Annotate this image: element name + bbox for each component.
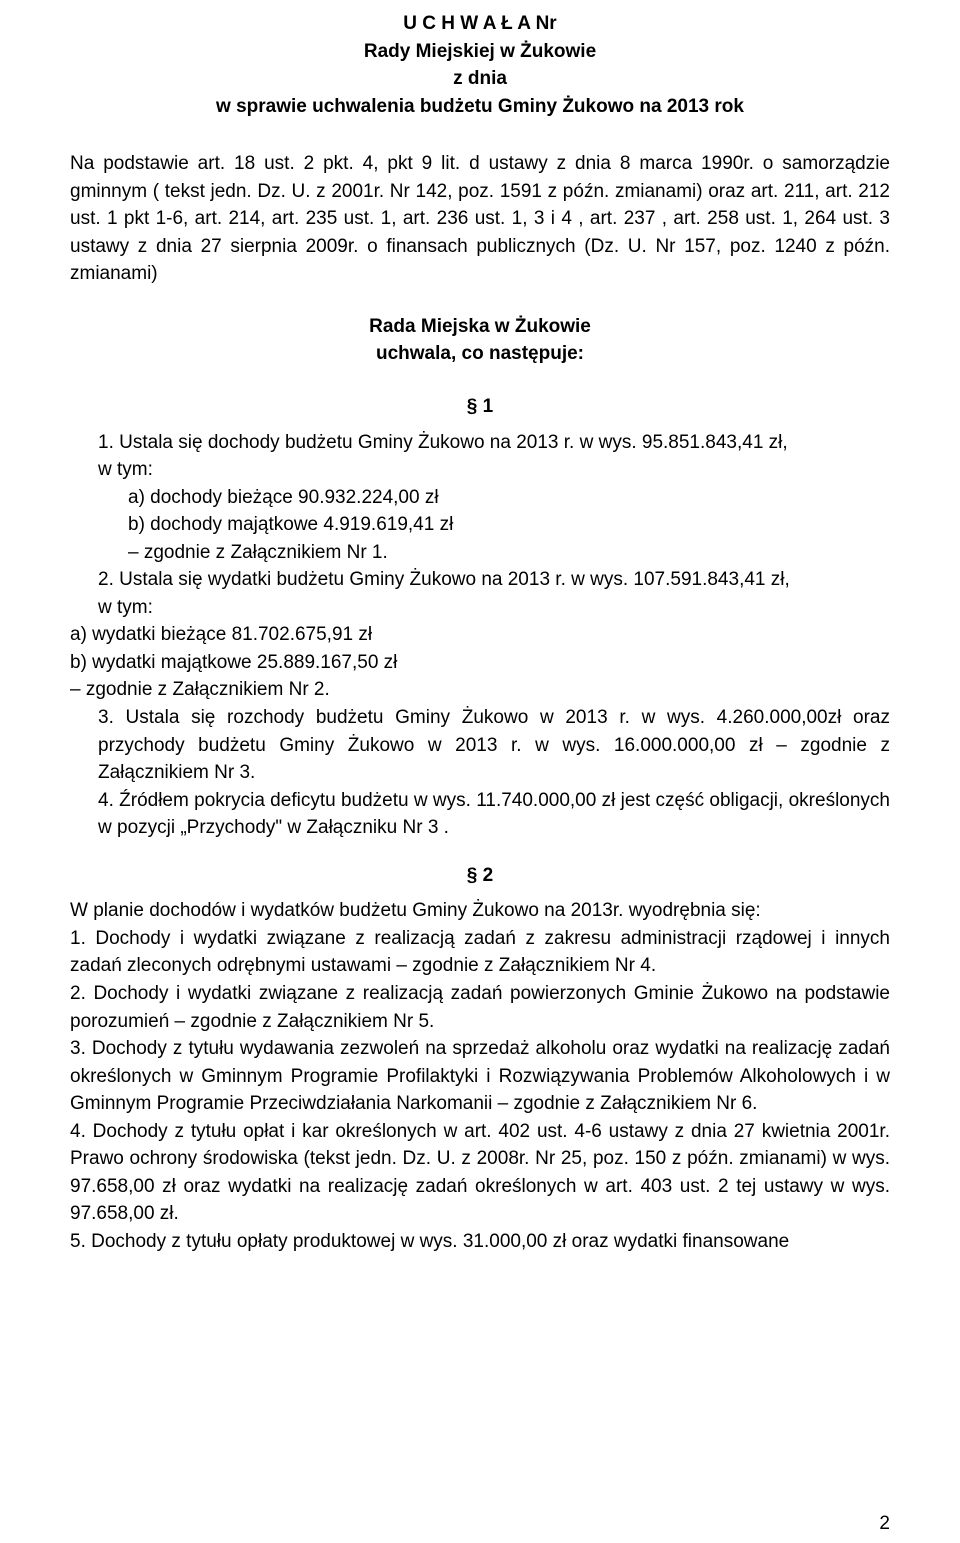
title-line-3: z dnia xyxy=(70,65,890,93)
s2-p5: 5. Dochody z tytułu opłaty produktowej w… xyxy=(70,1228,890,1256)
s2-p2: 2. Dochody i wydatki związane z realizac… xyxy=(70,980,890,1035)
document-page: U C H W A Ł A Nr Rady Miejskiej w Żukowi… xyxy=(0,0,960,1543)
s1-p1-zgodnie: – zgodnie z Załącznikiem Nr 1. xyxy=(98,539,890,567)
s2-p4: 4. Dochody z tytułu opłat i kar określon… xyxy=(70,1118,890,1228)
title-block: U C H W A Ł A Nr Rady Miejskiej w Żukowi… xyxy=(70,10,890,120)
section-2-body: W planie dochodów i wydatków budżetu Gmi… xyxy=(70,897,890,1255)
title-line-1: U C H W A Ł A Nr xyxy=(70,10,890,38)
section-2-number: § 2 xyxy=(70,862,890,890)
s2-p1: 1. Dochody i wydatki związane z realizac… xyxy=(70,925,890,980)
s1-p2-wtym: w tym: xyxy=(98,594,890,622)
page-number: 2 xyxy=(879,1510,890,1538)
s1-p1-wtym: w tym: xyxy=(98,456,890,484)
s1-p1-b: b) dochody majątkowe 4.919.619,41 zł xyxy=(98,511,890,539)
s1-p1: 1. Ustala się dochody budżetu Gminy Żuko… xyxy=(98,429,890,457)
s1-p2-a: a) wydatki bieżące 81.702.675,91 zł xyxy=(70,621,890,649)
section-1-body: 1. Ustala się dochody budżetu Gminy Żuko… xyxy=(70,429,890,842)
s1-p3: 3. Ustala się rozchody budżetu Gminy Żuk… xyxy=(70,704,890,787)
enact-line-2: uchwala, co następuje: xyxy=(70,340,890,368)
title-line-2: Rady Miejskiej w Żukowie xyxy=(70,38,890,66)
s1-p2: 2. Ustala się wydatki budżetu Gminy Żuko… xyxy=(98,566,890,594)
s1-p2-zgodnie: – zgodnie z Załącznikiem Nr 2. xyxy=(70,676,890,704)
s1-p1-a: a) dochody bieżące 90.932.224,00 zł xyxy=(98,484,890,512)
enact-line-1: Rada Miejska w Żukowie xyxy=(70,313,890,341)
legal-basis: Na podstawie art. 18 ust. 2 pkt. 4, pkt … xyxy=(70,150,890,288)
s2-intro: W planie dochodów i wydatków budżetu Gmi… xyxy=(70,897,890,925)
s1-p2-b: b) wydatki majątkowe 25.889.167,50 zł xyxy=(70,649,890,677)
s1-p4: 4. Źródłem pokrycia deficytu budżetu w w… xyxy=(70,787,890,842)
s2-p3: 3. Dochody z tytułu wydawania zezwoleń n… xyxy=(70,1035,890,1118)
section-1-number: § 1 xyxy=(70,393,890,421)
enactment-clause: Rada Miejska w Żukowie uchwala, co nastę… xyxy=(70,313,890,368)
title-line-4: w sprawie uchwalenia budżetu Gminy Żukow… xyxy=(70,93,890,121)
